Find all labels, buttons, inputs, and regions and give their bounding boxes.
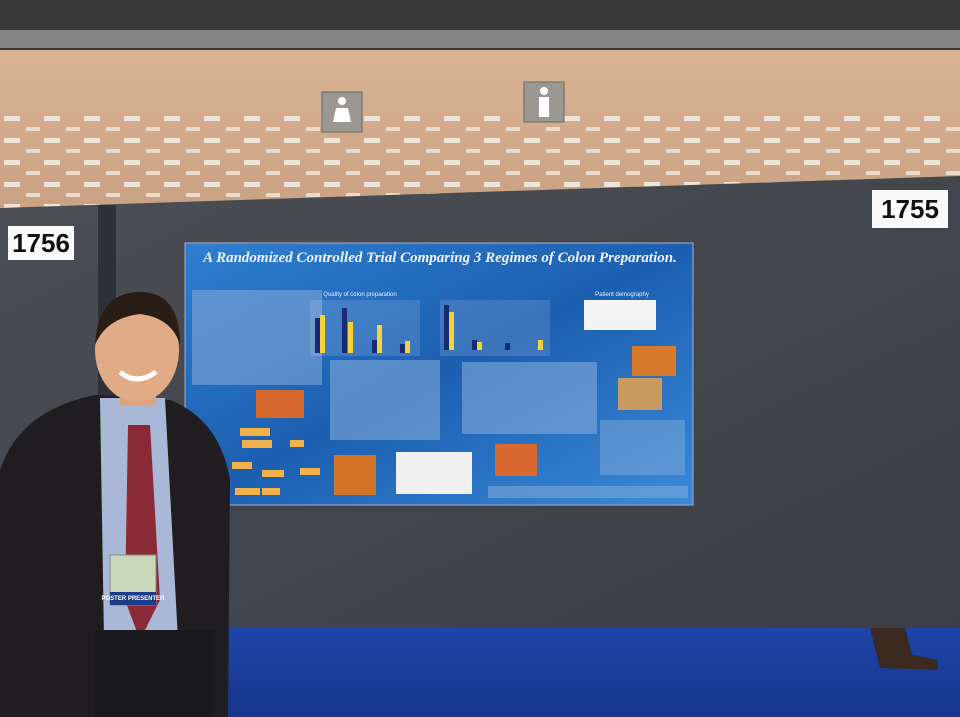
person-face xyxy=(95,298,179,402)
badge-role: POSTER PRESENTER xyxy=(101,596,165,602)
poster-table xyxy=(584,300,656,330)
poster-image xyxy=(618,378,662,410)
poster-image xyxy=(495,444,537,476)
poster-image xyxy=(334,455,376,495)
booth-sign xyxy=(8,226,74,260)
poster-heading: Quality of colon preparation xyxy=(323,292,396,298)
booth-sign xyxy=(872,190,948,228)
poster-table xyxy=(396,452,472,494)
poster-image xyxy=(632,346,676,376)
poster-title: A Randomized Controlled Trial Comparing … xyxy=(202,250,677,266)
booth-number: 1755 xyxy=(881,194,939,224)
person-hair xyxy=(95,292,180,345)
poster-image xyxy=(256,390,304,418)
booth-number: 1756 xyxy=(12,228,70,258)
person-trousers xyxy=(95,630,215,717)
poster-text-block xyxy=(462,362,597,434)
poster-text-block xyxy=(600,420,685,475)
ceiling-truss xyxy=(0,30,960,48)
shoe xyxy=(870,628,938,670)
poster-heading: Patient demography xyxy=(595,292,649,298)
poster-text-block xyxy=(330,360,440,440)
poster-text-block xyxy=(192,290,322,385)
